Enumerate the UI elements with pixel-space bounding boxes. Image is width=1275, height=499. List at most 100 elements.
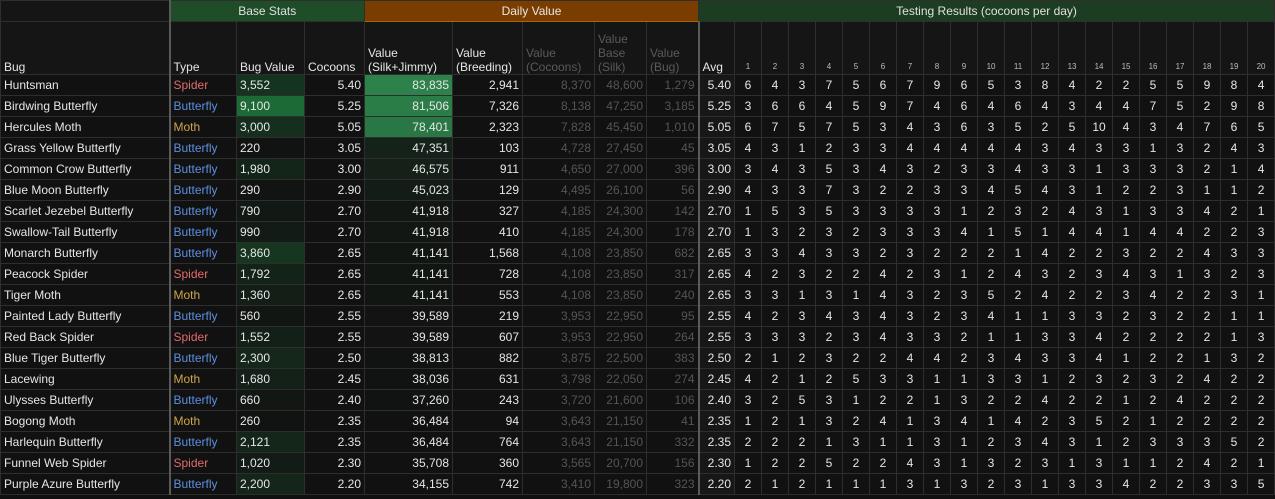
cell-test-19[interactable]: 2	[1220, 263, 1249, 285]
cell-type[interactable]: Butterfly	[169, 347, 237, 369]
col-header-value-cocoons[interactable]: Value (Cocoons)	[522, 21, 595, 75]
cell-test-3[interactable]: 6	[788, 95, 817, 117]
cell-test-3[interactable]: 3	[788, 326, 817, 348]
cell-cocoons[interactable]: 2.30	[304, 452, 365, 474]
cell-test-6[interactable]: 3	[869, 137, 898, 159]
cell-test-8[interactable]: 3	[923, 200, 952, 222]
cell-value-cocoons[interactable]: 3,643	[522, 410, 595, 432]
cell-test-18[interactable]: 2	[1193, 137, 1222, 159]
cell-test-4[interactable]: 7	[815, 179, 844, 201]
cell-test-10[interactable]: 4	[977, 137, 1006, 159]
cell-test-6[interactable]: 4	[869, 263, 898, 285]
cell-test-17[interactable]: 2	[1166, 410, 1195, 432]
cell-value-bug[interactable]: 332	[645, 431, 700, 453]
col-header-test-6[interactable]: 6	[869, 21, 898, 75]
table-row[interactable]: Swallow-Tail Butterfly Butterfly 990 2.70 41…	[0, 221, 1275, 243]
cell-cocoons[interactable]: 2.35	[304, 410, 365, 432]
cell-test-10[interactable]: 3	[977, 368, 1006, 390]
cell-value-silk-jimmy[interactable]: 81,506	[364, 95, 453, 117]
cell-cocoons[interactable]: 2.55	[304, 305, 365, 327]
table-row[interactable]: Peacock Spider Spider 1,792 2.65 41,141 728 4,…	[0, 263, 1275, 285]
cell-value-silk-jimmy[interactable]: 38,036	[364, 368, 453, 390]
cell-test-8[interactable]: 3	[923, 410, 952, 432]
cell-test-15[interactable]: 1	[1112, 347, 1141, 369]
table-row[interactable]: Lacewing Moth 1,680 2.45 38,036 631 3,798 22,05…	[0, 368, 1275, 390]
cell-test-13[interactable]: 3	[1058, 473, 1087, 495]
cell-test-8[interactable]: 3	[923, 326, 952, 348]
cell-test-9[interactable]: 3	[950, 179, 979, 201]
cell-test-19[interactable]: 2	[1220, 410, 1249, 432]
cell-test-12[interactable]: 4	[1031, 242, 1060, 264]
cell-test-11[interactable]: 3	[1004, 368, 1033, 390]
cell-test-8[interactable]: 3	[923, 452, 952, 474]
cell-value-bug[interactable]: 95	[645, 305, 700, 327]
cell-test-6[interactable]: 4	[869, 410, 898, 432]
cell-test-17[interactable]: 2	[1166, 473, 1195, 495]
cell-test-4[interactable]: 5	[815, 158, 844, 180]
col-header-test-19[interactable]: 19	[1220, 21, 1249, 75]
cell-test-1[interactable]: 2	[734, 431, 763, 453]
table-row[interactable]: Common Crow Butterfly Butterfly 1,980 3.00 4…	[0, 158, 1275, 180]
cell-cocoons[interactable]: 2.45	[304, 368, 365, 390]
cell-test-10[interactable]: 5	[977, 284, 1006, 306]
cell-bug-name[interactable]: Huntsman	[0, 74, 171, 96]
cell-bug-value[interactable]: 990	[236, 221, 305, 243]
col-header-test-10[interactable]: 10	[977, 21, 1006, 75]
cell-test-15[interactable]: 4	[1112, 116, 1141, 138]
cell-cocoons[interactable]: 2.55	[304, 326, 365, 348]
cell-test-11[interactable]: 2	[1004, 389, 1033, 411]
cell-test-3[interactable]: 3	[788, 179, 817, 201]
cell-cocoons[interactable]: 2.35	[304, 431, 365, 453]
cell-test-9[interactable]: 1	[950, 200, 979, 222]
cell-test-4[interactable]: 1	[815, 473, 844, 495]
cell-test-1[interactable]: 4	[734, 179, 763, 201]
cell-test-10[interactable]: 1	[977, 326, 1006, 348]
cell-test-5[interactable]: 1	[842, 284, 871, 306]
cell-test-8[interactable]: 1	[923, 473, 952, 495]
cell-value-base-silk[interactable]: 47,250	[594, 95, 647, 117]
cell-test-13[interactable]: 3	[1058, 326, 1087, 348]
table-row[interactable]: Ulysses Butterfly Butterfly 660 2.40 37,260 2…	[0, 389, 1275, 411]
cell-avg[interactable]: 5.05	[698, 116, 736, 138]
col-header-avg[interactable]: Avg	[698, 21, 736, 75]
cell-cocoons[interactable]: 2.50	[304, 347, 365, 369]
cell-test-10[interactable]: 4	[977, 95, 1006, 117]
cell-test-19[interactable]: 8	[1220, 74, 1249, 96]
cell-value-silk-jimmy[interactable]: 34,155	[364, 473, 453, 495]
cell-test-12[interactable]: 2	[1031, 200, 1060, 222]
cell-test-11[interactable]: 5	[1004, 179, 1033, 201]
cell-value-silk-jimmy[interactable]: 46,575	[364, 158, 453, 180]
cell-value-base-silk[interactable]: 21,150	[594, 410, 647, 432]
cell-value-breeding[interactable]: 1,568	[452, 242, 523, 264]
cell-bug-name[interactable]: Bogong Moth	[0, 410, 171, 432]
cell-bug-name[interactable]: Lacewing	[0, 368, 171, 390]
cell-test-11[interactable]: 4	[1004, 263, 1033, 285]
cell-test-18[interactable]: 3	[1193, 263, 1222, 285]
cell-bug-name[interactable]: Red Back Spider	[0, 326, 171, 348]
cell-test-10[interactable]: 1	[977, 410, 1006, 432]
cell-test-20[interactable]: 3	[1247, 263, 1275, 285]
cell-value-base-silk[interactable]: 24,300	[594, 200, 647, 222]
cell-test-15[interactable]: 3	[1112, 242, 1141, 264]
cell-test-2[interactable]: 2	[761, 452, 790, 474]
cell-test-20[interactable]: 4	[1247, 158, 1275, 180]
table-row[interactable]: Huntsman Spider 3,552 5.40 83,835 2,941 8,370 4…	[0, 74, 1275, 96]
cell-bug-name[interactable]: Scarlet Jezebel Butterfly	[0, 200, 171, 222]
cell-bug-name[interactable]: Funnel Web Spider	[0, 452, 171, 474]
cell-value-breeding[interactable]: 882	[452, 347, 523, 369]
cell-test-2[interactable]: 4	[761, 74, 790, 96]
cell-cocoons[interactable]: 5.40	[304, 74, 365, 96]
cell-test-9[interactable]: 4	[950, 221, 979, 243]
cell-bug-name[interactable]: Blue Moon Butterfly	[0, 179, 171, 201]
cell-value-breeding[interactable]: 243	[452, 389, 523, 411]
cell-test-10[interactable]: 2	[977, 389, 1006, 411]
cell-test-7[interactable]: 3	[896, 305, 925, 327]
cell-test-19[interactable]: 2	[1220, 368, 1249, 390]
cell-test-19[interactable]: 5	[1220, 431, 1249, 453]
cell-test-11[interactable]: 2	[1004, 284, 1033, 306]
cell-test-8[interactable]: 3	[923, 263, 952, 285]
cell-test-9[interactable]: 1	[950, 452, 979, 474]
cell-test-11[interactable]: 4	[1004, 347, 1033, 369]
cell-cocoons[interactable]: 2.70	[304, 221, 365, 243]
cell-test-16[interactable]: 2	[1139, 473, 1168, 495]
